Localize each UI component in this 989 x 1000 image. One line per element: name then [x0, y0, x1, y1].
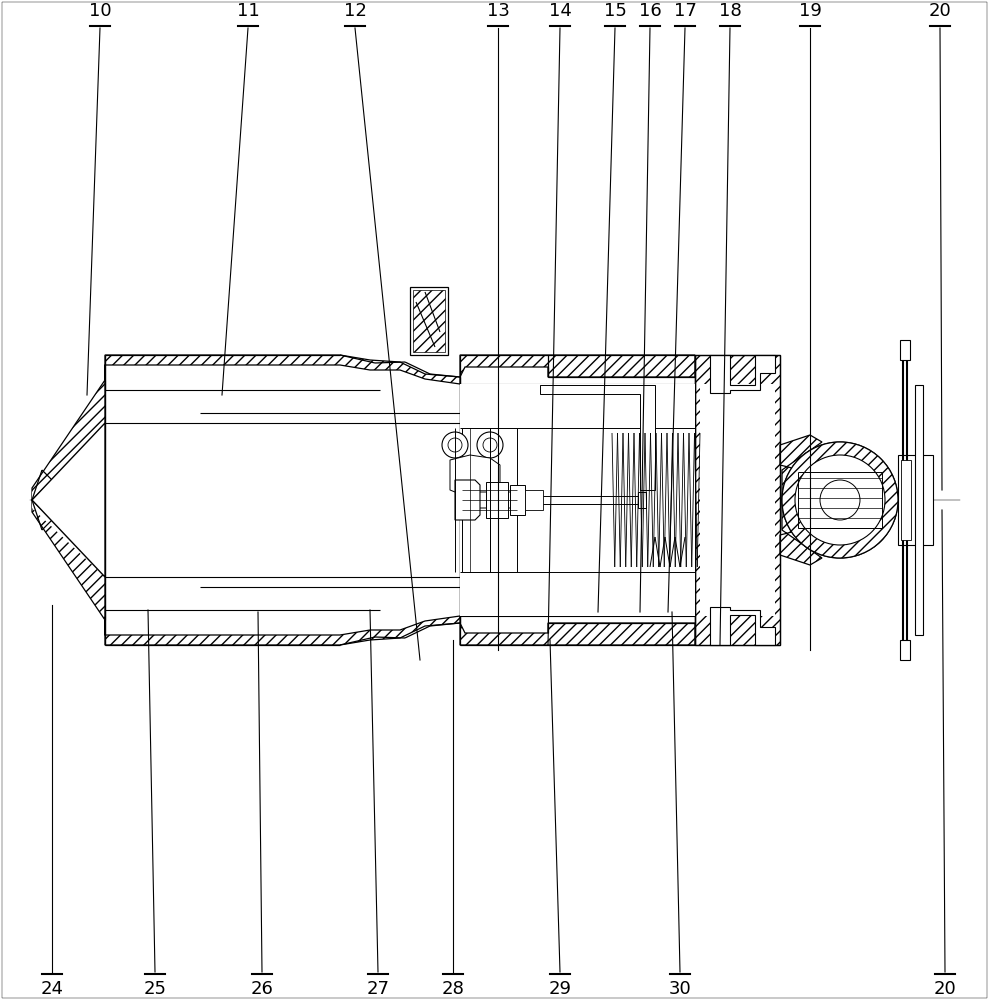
Text: 20: 20: [934, 980, 956, 998]
Bar: [410, 287, 448, 355]
Text: 27: 27: [367, 980, 390, 998]
Text: 12: 12: [343, 2, 367, 20]
Text: 29: 29: [549, 980, 572, 998]
Circle shape: [442, 432, 468, 458]
Polygon shape: [32, 423, 105, 577]
Text: 18: 18: [719, 2, 742, 20]
Text: 10: 10: [89, 2, 112, 20]
Text: 16: 16: [639, 2, 662, 20]
Text: 13: 13: [487, 2, 509, 20]
Bar: [462, 428, 517, 572]
Text: 26: 26: [250, 980, 273, 998]
Circle shape: [782, 442, 898, 558]
Text: 14: 14: [549, 2, 572, 20]
Text: 15: 15: [603, 2, 626, 20]
Polygon shape: [540, 385, 655, 490]
Circle shape: [820, 480, 860, 520]
Polygon shape: [710, 607, 775, 645]
Bar: [898, 455, 933, 545]
Polygon shape: [460, 384, 695, 616]
Circle shape: [795, 455, 885, 545]
Polygon shape: [460, 492, 540, 508]
Polygon shape: [700, 384, 775, 616]
Text: 30: 30: [669, 980, 691, 998]
Bar: [638, 492, 646, 508]
Bar: [900, 340, 910, 360]
Polygon shape: [460, 355, 695, 377]
Polygon shape: [32, 380, 105, 620]
Circle shape: [477, 432, 503, 458]
Bar: [525, 490, 543, 510]
Bar: [486, 482, 508, 518]
Bar: [413, 290, 445, 352]
Polygon shape: [780, 435, 822, 565]
Text: 20: 20: [929, 2, 951, 20]
Bar: [901, 460, 911, 540]
Circle shape: [448, 438, 462, 452]
Bar: [900, 640, 910, 660]
Bar: [510, 485, 525, 515]
Polygon shape: [105, 616, 460, 645]
Text: 24: 24: [41, 980, 63, 998]
Polygon shape: [695, 355, 780, 645]
Polygon shape: [32, 423, 460, 577]
Text: 11: 11: [236, 2, 259, 20]
Circle shape: [782, 442, 898, 558]
Polygon shape: [105, 355, 460, 384]
Bar: [540, 496, 640, 504]
Text: 17: 17: [674, 2, 696, 20]
Circle shape: [483, 438, 497, 452]
Circle shape: [782, 442, 898, 558]
Polygon shape: [710, 355, 775, 393]
Bar: [915, 385, 923, 635]
Text: 25: 25: [143, 980, 166, 998]
Text: 28: 28: [441, 980, 465, 998]
Polygon shape: [460, 623, 695, 645]
Text: 19: 19: [798, 2, 822, 20]
Polygon shape: [460, 384, 695, 616]
Polygon shape: [455, 480, 480, 520]
Polygon shape: [450, 455, 500, 498]
